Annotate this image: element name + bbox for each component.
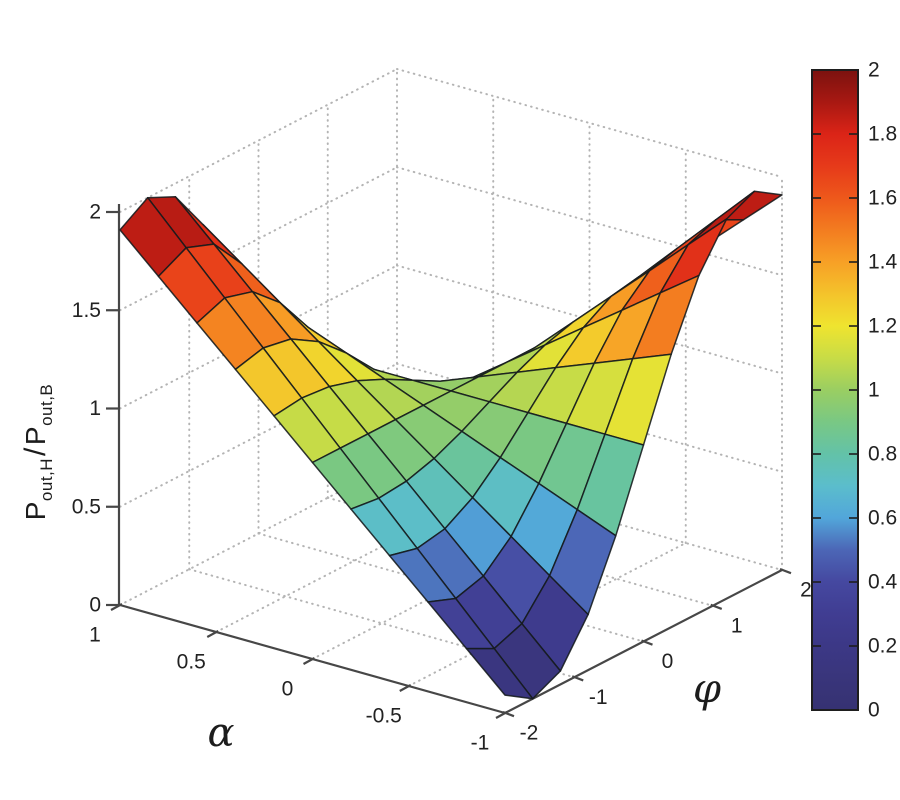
phi-tick-label: -1: [589, 686, 608, 709]
grid-wall-left-horizontal: [119, 362, 398, 508]
z-tick-label: 0.5: [72, 495, 101, 518]
alpha-axis-tick: [302, 657, 316, 665]
z-tick-label: 2: [89, 201, 101, 224]
z-tick-label: 1: [89, 397, 101, 420]
z-tick-label: 0: [89, 594, 101, 617]
colorbar: 0 0.2 0.4 0.6 0.8 1 1.2 1.4 1.6 1.8 2: [811, 59, 898, 722]
z-axis-label-p2: P: [20, 425, 52, 446]
phi-axis-tick: [779, 567, 792, 575]
phi-axis-tick: [502, 710, 515, 718]
colorbar-tick-label: 1.4: [868, 251, 898, 274]
alpha-axis-tick: [206, 630, 219, 638]
grid-floor-back-edge: [119, 461, 398, 606]
colorbar-tick-label: 0.6: [868, 507, 897, 530]
alpha-tick-label: 1: [89, 624, 101, 647]
phi-axis-tick: [571, 675, 584, 682]
colorbar-tick-label: 0.4: [868, 571, 898, 594]
z-axis-label-sub1: out,H: [36, 457, 56, 502]
alpha-tick-label: -1: [471, 732, 490, 755]
axes: [106, 204, 792, 719]
grid-floor-alpha: [215, 488, 495, 633]
z-axis-label-separator: /: [19, 447, 53, 456]
y-axis-label-phi: φ: [692, 666, 722, 712]
z-tick-label: 1.5: [72, 299, 101, 322]
colorbar-tick-label: 0.2: [868, 635, 897, 658]
colorbar-tick-label: 1.6: [868, 187, 897, 210]
colorbar-tick-label: 2: [868, 59, 880, 82]
phi-axis-tick: [710, 603, 723, 610]
x-axis-label-alpha: α: [207, 710, 235, 756]
alpha-tick-label: -0.5: [366, 705, 402, 728]
z-axis-label: Pout,H/Pout,B: [19, 384, 57, 521]
phi-tick-label: 1: [731, 614, 743, 637]
surface-face: [465, 647, 534, 700]
surface-mesh: [119, 190, 783, 700]
phi-axis-tick: [641, 639, 653, 646]
phi-tick-label: 0: [662, 650, 674, 673]
alpha-axis-tick: [399, 684, 412, 692]
z-axis-label-p1: P: [20, 501, 52, 521]
alpha-tick-label: 0: [282, 678, 294, 701]
colorbar-tick-label: 1.8: [868, 123, 897, 146]
alpha-axis-tick: [110, 603, 123, 611]
z-axis-label-sub2: out,B: [36, 383, 56, 426]
colorbar-tick-label: 1: [868, 379, 880, 402]
colorbar-tick-label: 1.2: [868, 315, 897, 338]
phi-tick-label: 2: [800, 579, 812, 602]
phi-tick-label: -2: [520, 722, 539, 745]
tick-labels: 0 0.5 1 1.5 2 1 0.5 0 -0.5 -1 -2 -1 0 1 2: [72, 201, 812, 755]
alpha-tick-label: 0.5: [177, 651, 206, 674]
colorbar-tick-label: 0: [868, 699, 880, 722]
grid-wall-left-horizontal: [119, 68, 398, 213]
colorbar-tick-label: 0.8: [868, 443, 897, 466]
